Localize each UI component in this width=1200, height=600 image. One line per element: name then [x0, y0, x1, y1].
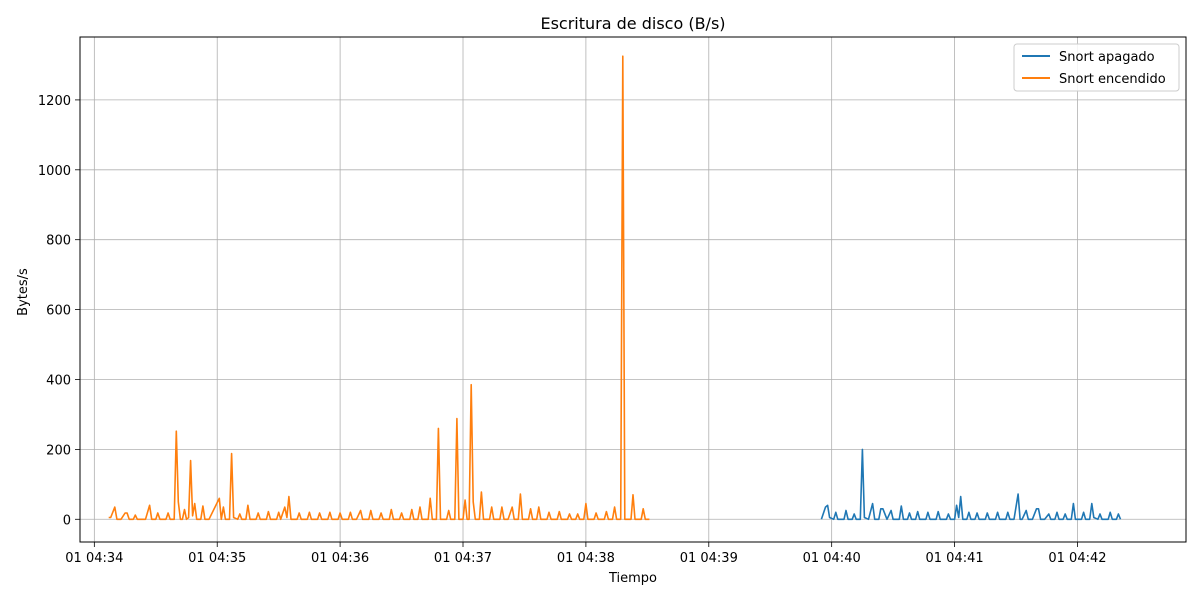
x-tick-label: 01 04:36 [311, 551, 369, 566]
x-tick-label: 01 04:41 [925, 551, 983, 566]
x-tick-label: 01 04:42 [1048, 551, 1106, 566]
x-tick-label: 01 04:35 [188, 551, 246, 566]
x-axis-title: Tiempo [608, 571, 657, 586]
x-tick-label: 01 04:37 [434, 551, 492, 566]
y-tick-label: 600 [46, 304, 71, 319]
legend-box [1013, 43, 1180, 92]
plot-frame [79, 36, 1187, 543]
x-tick-label: 01 04:34 [65, 551, 123, 566]
y-tick-label: 0 [63, 513, 71, 528]
legend-label-snort-apagado: Snort apagado [1059, 50, 1155, 65]
y-axis-ticks: 0 200 400 600 800 1000 1200 [38, 94, 80, 528]
x-tick-label: 01 04:38 [557, 551, 615, 566]
y-tick-label: 400 [46, 373, 71, 388]
y-tick-label: 1200 [38, 94, 71, 109]
series-layer [108, 55, 1122, 521]
y-tick-label: 800 [46, 234, 71, 249]
chart-title: Escritura de disco (B/s) [540, 14, 725, 33]
y-axis-title: Bytes/s [16, 268, 31, 316]
x-tick-label: 01 04:40 [803, 551, 861, 566]
y-tick-label: 1000 [38, 164, 71, 179]
series-line-snort-apagado [820, 448, 1122, 521]
series-line-snort-encendido [108, 55, 650, 521]
legend-label-snort-encendido: Snort encendido [1059, 72, 1166, 87]
legend: Snort apagado Snort encendido [1013, 43, 1180, 92]
x-axis-ticks: 01 04:34 01 04:35 01 04:36 01 04:37 01 04:38… [65, 542, 1107, 566]
x-tick-label: 01 04:39 [680, 551, 738, 566]
y-tick-label: 200 [46, 443, 71, 458]
